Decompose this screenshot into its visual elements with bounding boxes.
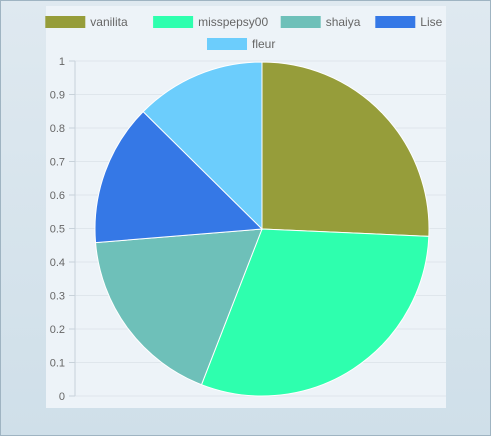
legend-label: misspepsy00 [198,15,268,29]
legend-label: Lise [420,15,442,29]
y-tick-label: 0.6 [50,190,65,202]
legend-swatch [280,16,321,28]
y-tick-label: 0.5 [50,224,65,236]
y-tick-label: 0.2 [50,324,65,336]
y-tick-label: 0.7 [50,157,65,169]
y-tick-label: 1 [59,56,65,68]
y-tick-label: 0.9 [50,90,65,102]
legend-item-shaiya[interactable]: shaiya [280,15,361,29]
pie-slice-fleur[interactable] [142,61,263,231]
pie-slice-shaiya[interactable] [95,228,263,386]
pie-slices [94,61,430,397]
legend-swatch [207,38,247,50]
legend-item-lise[interactable]: Lise [375,15,443,29]
pie-slice-misspepsy00[interactable] [200,228,430,397]
legend-swatch [45,16,86,28]
pie-slice-lise[interactable] [94,110,264,244]
legend-item-misspepsy00[interactable]: misspepsy00 [153,15,268,29]
legend-label: vanilita [90,15,128,29]
y-tick-label: 0.8 [50,123,65,135]
legend-label: shaiya [326,15,361,29]
legend-item-fleur[interactable]: fleur [207,37,275,51]
legend: vanilita misspepsy00 shaiya Lise fleur [45,15,443,51]
y-tick-label: 0.3 [50,291,65,303]
y-axis-ticks: 1 0.9 0.8 0.7 0.6 0.5 0.4 0.3 0.2 0.1 0 [50,56,75,403]
y-tick-label: 0.1 [50,358,65,370]
legend-item-vanilita[interactable]: vanilita [45,15,128,29]
legend-swatch [153,16,194,28]
legend-swatch [375,16,416,28]
y-tick-label: 0 [59,391,65,403]
legend-label: fleur [252,37,275,51]
pie-slice-vanilita[interactable] [261,61,430,237]
y-tick-label: 0.4 [50,257,65,269]
